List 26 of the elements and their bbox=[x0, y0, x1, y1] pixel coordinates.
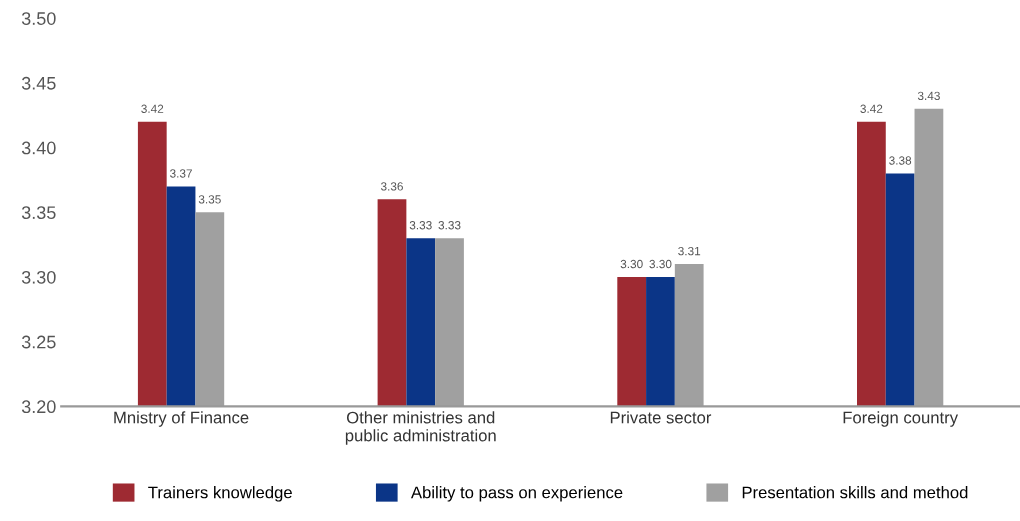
y-tick-label: 3.25 bbox=[21, 335, 56, 349]
data-label: 3.35 bbox=[198, 195, 221, 204]
y-tick-label: 3.30 bbox=[21, 270, 56, 284]
y-tick-label: 3.45 bbox=[21, 76, 56, 90]
data-label: 3.42 bbox=[860, 104, 883, 113]
data-label: 3.38 bbox=[889, 156, 912, 165]
data-label: 3.37 bbox=[170, 169, 192, 178]
legend-label: Ability to pass on experience bbox=[410, 486, 623, 502]
data-label: 3.30 bbox=[620, 259, 643, 269]
data-label: 3.33 bbox=[438, 221, 461, 230]
x-tick-label: Mnistry of Finance bbox=[114, 411, 249, 427]
data-label: 3.31 bbox=[678, 246, 701, 256]
data-label: 3.43 bbox=[917, 91, 940, 100]
data-label: 3.36 bbox=[380, 182, 403, 191]
data-label: 3.30 bbox=[649, 259, 672, 269]
x-tick-label: Other ministries and public administration bbox=[345, 411, 496, 445]
y-tick-label: 3.35 bbox=[21, 206, 56, 220]
x-tick-label: Foreign country bbox=[843, 411, 959, 427]
y-tick-label: 3.50 bbox=[21, 12, 56, 25]
legend-label: Trainers knowledge bbox=[148, 486, 292, 502]
y-tick-label: 3.40 bbox=[21, 141, 56, 155]
data-label: 3.33 bbox=[409, 221, 432, 230]
y-tick-label: 3.20 bbox=[21, 400, 56, 414]
x-tick-label: Private sector bbox=[610, 411, 712, 424]
data-label: 3.42 bbox=[141, 104, 164, 113]
legend-label: Presentation skills and method bbox=[742, 486, 968, 499]
